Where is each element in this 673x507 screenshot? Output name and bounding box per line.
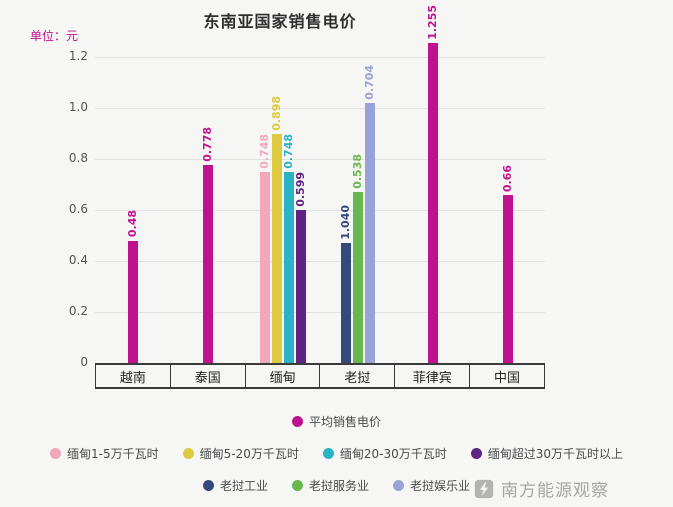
- legend-item: 老挝工业: [202, 477, 268, 494]
- bar-value-label: 1.040: [339, 205, 352, 241]
- chart-title: 东南亚国家销售电价: [203, 12, 357, 31]
- bar-老挝工业: [340, 243, 351, 363]
- bar-平均销售电价: [127, 240, 138, 363]
- bar-value-label: 0.748: [282, 134, 295, 170]
- bar-group-item: 0.599: [294, 57, 307, 363]
- x-axis-category-label: 缅甸: [244, 365, 320, 387]
- legend-swatch-icon: [291, 416, 303, 427]
- watermark: 南方能源观察: [473, 476, 609, 501]
- legend-item: 缅甸1-5万千瓦时: [49, 445, 159, 462]
- legend-item-label: 缅甸5-20万千瓦时: [199, 447, 299, 461]
- legend-swatch-icon: [393, 480, 404, 491]
- legend-item-label: 老挝服务业: [308, 479, 369, 493]
- bar-缅甸超过30万千瓦时以上: [295, 210, 306, 363]
- bar-value-label: 0.538: [351, 154, 364, 190]
- legend-item: 缅甸5-20万千瓦时: [182, 445, 299, 462]
- legend-row: 老挝工业 老挝服务业 老挝娱乐业: [202, 477, 470, 494]
- bar-group-item: 0.778: [201, 57, 214, 363]
- legend-swatch-icon: [202, 480, 214, 491]
- watermark-logo-icon: [473, 478, 495, 500]
- legend-item: 老挝服务业: [291, 477, 369, 494]
- bar-平均销售电价: [427, 42, 438, 363]
- gridline: [95, 108, 545, 109]
- bar-group-item: 1.255: [426, 5, 439, 363]
- gridline: [95, 159, 545, 160]
- y-axis-tick-label: 1.2: [68, 49, 88, 63]
- legend-row: 缅甸1-5万千瓦时 缅甸5-20万千瓦时 缅甸20-30万千瓦时 缅甸超过30万千瓦时…: [49, 445, 623, 462]
- x-axis-category-label: 泰国: [169, 365, 245, 387]
- y-axis-tick-label: 0: [80, 355, 88, 369]
- bar-group-item: 1.040: [339, 57, 352, 363]
- legend-row: 平均销售电价: [291, 413, 381, 430]
- x-axis-category-label: 老挝: [319, 365, 394, 387]
- bar-group-item: 0.748: [258, 57, 271, 363]
- legend-item: 平均销售电价: [291, 413, 381, 430]
- bar-老挝娱乐业: [364, 102, 375, 363]
- unit-label: 单位：元: [30, 29, 79, 43]
- gridline: [95, 210, 545, 211]
- bar-value-label: 0.748: [258, 134, 271, 170]
- legend-item: 老挝娱乐业: [393, 477, 470, 494]
- x-axis-category-label: 越南: [95, 365, 170, 387]
- bar-group-item: 0.704: [363, 57, 376, 363]
- bar-老挝服务业: [352, 192, 363, 363]
- bar-平均销售电价: [202, 164, 213, 363]
- bar-平均销售电价: [502, 194, 513, 363]
- legend-item-label: 缅甸1-5万千瓦时: [66, 447, 159, 461]
- legend-swatch-icon: [322, 448, 334, 459]
- legend-swatch-icon: [470, 448, 482, 459]
- legend: 平均销售电价缅甸1-5万千瓦时 缅甸5-20万千瓦时 缅甸20-30万千瓦时 缅甸超过…: [0, 413, 673, 494]
- y-axis-tick-label: 0.4: [68, 253, 88, 267]
- legend-item-label: 平均销售电价: [308, 415, 381, 429]
- bar-value-label: 1.255: [426, 5, 439, 40]
- bar-group-item: 0.898: [270, 57, 283, 363]
- plot-area: 0.48 0.778 0.748 0.898 0.748 0.599 1.040 0.538 0…: [95, 5, 545, 363]
- bar-value-label: 0.599: [294, 172, 307, 208]
- gridline: [95, 261, 545, 262]
- watermark-text: 南方能源观察: [501, 481, 609, 501]
- legend-swatch-icon: [291, 480, 303, 491]
- legend-item: 缅甸20-30万千瓦时: [322, 445, 447, 462]
- legend-item-label: 老挝娱乐业: [410, 479, 471, 493]
- x-axis-category-label: 菲律宾: [394, 365, 469, 387]
- y-axis-tick-label: 1.0: [68, 100, 88, 114]
- y-axis-tick-label: 0.2: [68, 304, 88, 318]
- bar-group-item: 0.66: [501, 57, 514, 363]
- y-axis-tick-label: 0.8: [68, 151, 88, 165]
- x-axis: 越南 泰国 缅甸 老挝 菲律宾 中国: [95, 363, 545, 389]
- y-axis-tick-label: 0.6: [68, 202, 88, 216]
- bar-value-label: 0.48: [126, 210, 139, 238]
- legend-item-label: 缅甸20-30万千瓦时: [339, 447, 447, 461]
- bar-value-label: 0.778: [201, 126, 214, 162]
- bar-value-label: 0.898: [270, 96, 283, 132]
- gridline: [95, 312, 545, 313]
- legend-item-label: 老挝工业: [219, 479, 268, 493]
- legend-item-label: 缅甸超过30万千瓦时以上: [487, 447, 623, 461]
- bar-group-item: 0.48: [126, 57, 139, 363]
- bar-缅甸1-5万千瓦时: [259, 172, 270, 363]
- legend-swatch-icon: [49, 448, 61, 459]
- bar-group-item: 0.748: [282, 57, 295, 363]
- bar-缅甸5-20万千瓦时: [271, 134, 282, 363]
- bar-value-label: 0.66: [501, 164, 514, 192]
- gridline: [95, 57, 545, 58]
- legend-item: 缅甸超过30万千瓦时以上: [470, 445, 623, 462]
- legend-swatch-icon: [182, 448, 194, 459]
- x-axis-category-label: 中国: [469, 365, 545, 387]
- bar-group-item: 0.538: [351, 57, 364, 363]
- bar-缅甸20-30万千瓦时: [283, 172, 294, 363]
- bar-value-label: 0.704: [363, 65, 376, 100]
